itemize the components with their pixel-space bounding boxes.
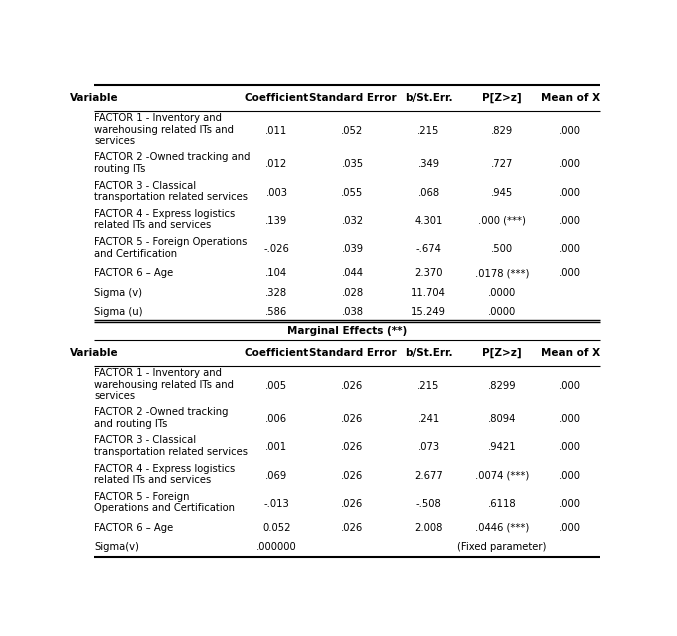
Text: FACTOR 6 – Age: FACTOR 6 – Age [94,523,173,533]
Text: .052: .052 [341,126,364,135]
Text: 2.008: 2.008 [414,523,443,533]
Text: .104: .104 [265,268,288,278]
Text: FACTOR 6 – Age: FACTOR 6 – Age [94,268,173,278]
Text: 2.677: 2.677 [414,471,443,481]
Text: .000: .000 [559,244,582,254]
Text: .0446 (***): .0446 (***) [475,523,529,533]
Text: .012: .012 [265,160,288,169]
Text: .139: .139 [265,216,288,226]
Text: -.013: -.013 [263,499,289,509]
Text: Sigma (u): Sigma (u) [94,307,143,317]
Text: .0000: .0000 [488,287,516,298]
Text: .035: .035 [341,160,364,169]
Text: .026: .026 [341,523,364,533]
Text: Mean of X: Mean of X [541,93,600,103]
Text: FACTOR 1 - Inventory and
warehousing related ITs and
services: FACTOR 1 - Inventory and warehousing rel… [94,113,234,146]
Text: .068: .068 [418,188,439,198]
Text: .005: .005 [265,380,288,391]
Text: 15.249: 15.249 [411,307,446,317]
Text: .215: .215 [417,126,440,135]
Text: Coefficient: Coefficient [244,93,309,103]
Text: 4.301: 4.301 [414,216,443,226]
Text: .945: .945 [491,188,513,198]
Text: Marginal Effects (**): Marginal Effects (**) [287,326,407,336]
Text: .000: .000 [559,126,582,135]
Text: FACTOR 4 - Express logistics
related ITs and services: FACTOR 4 - Express logistics related ITs… [94,209,236,230]
Text: FACTOR 5 - Foreign
Operations and Certification: FACTOR 5 - Foreign Operations and Certif… [94,492,235,513]
Text: .9421: .9421 [487,443,517,452]
Text: .003: .003 [265,188,288,198]
Text: .241: .241 [418,414,439,424]
Text: 0.052: 0.052 [262,523,290,533]
Text: .039: .039 [341,244,364,254]
Text: (Fixed parameter): (Fixed parameter) [458,543,547,553]
Text: .000000: .000000 [256,543,297,553]
Text: FACTOR 5 - Foreign Operations
and Certification: FACTOR 5 - Foreign Operations and Certif… [94,237,248,259]
Text: .500: .500 [491,244,513,254]
Text: P[Z>z]: P[Z>z] [482,93,522,103]
Text: .000: .000 [559,443,582,452]
Text: .028: .028 [341,287,364,298]
Text: FACTOR 3 - Classical
transportation related services: FACTOR 3 - Classical transportation rela… [94,435,248,457]
Text: b/St.Err.: b/St.Err. [405,93,452,103]
Text: Standard Error: Standard Error [309,93,396,103]
Text: FACTOR 2 -Owned tracking
and routing ITs: FACTOR 2 -Owned tracking and routing ITs [94,407,229,429]
Text: .000: .000 [559,499,582,509]
Text: .032: .032 [341,216,364,226]
Text: .0074 (***): .0074 (***) [475,471,529,481]
Text: Variable: Variable [70,348,118,358]
Text: FACTOR 4 - Express logistics
related ITs and services: FACTOR 4 - Express logistics related ITs… [94,464,236,485]
Text: b/St.Err.: b/St.Err. [405,348,452,358]
Text: Coefficient: Coefficient [244,348,309,358]
Text: .001: .001 [265,443,288,452]
Text: .0178 (***): .0178 (***) [475,268,529,278]
Text: .000: .000 [559,216,582,226]
Text: .000: .000 [559,523,582,533]
Text: .038: .038 [341,307,364,317]
Text: .026: .026 [341,380,364,391]
Text: .586: .586 [265,307,288,317]
Text: P[Z>z]: P[Z>z] [482,348,522,358]
Text: .055: .055 [341,188,364,198]
Text: .026: .026 [341,499,364,509]
Text: Standard Error: Standard Error [309,348,396,358]
Text: Mean of X: Mean of X [541,348,600,358]
Text: Sigma(v): Sigma(v) [94,543,139,553]
Text: .000: .000 [559,160,582,169]
Text: Sigma (v): Sigma (v) [94,287,142,298]
Text: .000: .000 [559,414,582,424]
Text: .727: .727 [491,160,513,169]
Text: .349: .349 [418,160,439,169]
Text: .000 (***): .000 (***) [478,216,526,226]
Text: .044: .044 [341,268,364,278]
Text: 11.704: 11.704 [411,287,446,298]
Text: FACTOR 3 - Classical
transportation related services: FACTOR 3 - Classical transportation rela… [94,181,248,202]
Text: .328: .328 [265,287,288,298]
Text: .829: .829 [491,126,513,135]
Text: -.026: -.026 [263,244,289,254]
Text: 2.370: 2.370 [414,268,443,278]
Text: .215: .215 [417,380,440,391]
Text: .8299: .8299 [487,380,517,391]
Text: .026: .026 [341,414,364,424]
Text: FACTOR 1 - Inventory and
warehousing related ITs and
services: FACTOR 1 - Inventory and warehousing rel… [94,368,234,401]
Text: -.508: -.508 [416,499,441,509]
Text: .0000: .0000 [488,307,516,317]
Text: .8094: .8094 [488,414,516,424]
Text: .069: .069 [265,471,288,481]
Text: .000: .000 [559,268,582,278]
Text: .6118: .6118 [487,499,517,509]
Text: FACTOR 2 -Owned tracking and
routing ITs: FACTOR 2 -Owned tracking and routing ITs [94,152,250,174]
Text: .000: .000 [559,471,582,481]
Text: .073: .073 [418,443,439,452]
Text: .000: .000 [559,188,582,198]
Text: .026: .026 [341,471,364,481]
Text: .026: .026 [341,443,364,452]
Text: Variable: Variable [70,93,118,103]
Text: .011: .011 [265,126,288,135]
Text: -.674: -.674 [416,244,441,254]
Text: .006: .006 [265,414,288,424]
Text: .000: .000 [559,380,582,391]
